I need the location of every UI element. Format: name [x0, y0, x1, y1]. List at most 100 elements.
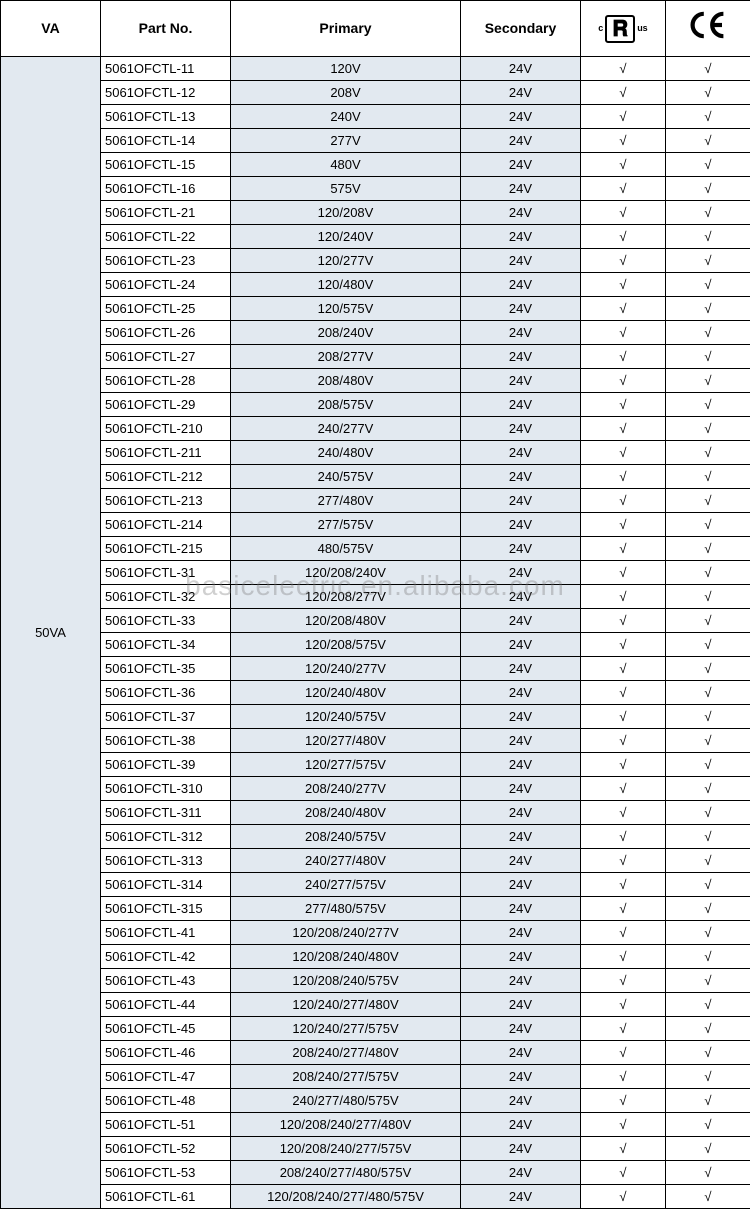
table-row: 5061OFCTL-39120/277/575V24V√√	[1, 753, 750, 777]
part-cell: 5061OFCTL-42	[101, 945, 231, 969]
primary-cell: 208/480V	[231, 369, 461, 393]
ce-check-cell: √	[666, 321, 750, 345]
part-cell: 5061OFCTL-214	[101, 513, 231, 537]
ul-check-cell: √	[581, 873, 666, 897]
ul-check-cell: √	[581, 417, 666, 441]
primary-cell: 120/208/240V	[231, 561, 461, 585]
primary-cell: 120/208/240/277/480V	[231, 1113, 461, 1137]
table-row: 5061OFCTL-211240/480V24V√√	[1, 441, 750, 465]
secondary-cell: 24V	[461, 1161, 581, 1185]
ul-check-cell: √	[581, 897, 666, 921]
ce-check-cell: √	[666, 1041, 750, 1065]
part-cell: 5061OFCTL-14	[101, 129, 231, 153]
table-row: 5061OFCTL-22120/240V24V√√	[1, 225, 750, 249]
ul-check-cell: √	[581, 753, 666, 777]
primary-cell: 120V	[231, 57, 461, 81]
secondary-cell: 24V	[461, 945, 581, 969]
secondary-cell: 24V	[461, 81, 581, 105]
secondary-cell: 24V	[461, 249, 581, 273]
table-row: 5061OFCTL-313240/277/480V24V√√	[1, 849, 750, 873]
ul-check-cell: √	[581, 825, 666, 849]
table-row: 5061OFCTL-47208/240/277/575V24V√√	[1, 1065, 750, 1089]
ce-check-cell: √	[666, 777, 750, 801]
header-secondary: Secondary	[461, 1, 581, 57]
primary-cell: 480V	[231, 153, 461, 177]
ce-check-cell: √	[666, 153, 750, 177]
ce-check-cell: √	[666, 417, 750, 441]
ce-check-cell: √	[666, 825, 750, 849]
secondary-cell: 24V	[461, 57, 581, 81]
ce-check-cell: √	[666, 897, 750, 921]
primary-cell: 240/575V	[231, 465, 461, 489]
secondary-cell: 24V	[461, 849, 581, 873]
primary-cell: 120/208/240/277/480/575V	[231, 1185, 461, 1209]
ce-check-cell: √	[666, 609, 750, 633]
secondary-cell: 24V	[461, 969, 581, 993]
secondary-cell: 24V	[461, 129, 581, 153]
secondary-cell: 24V	[461, 825, 581, 849]
ce-check-cell: √	[666, 657, 750, 681]
ce-check-cell: √	[666, 921, 750, 945]
ul-check-cell: √	[581, 537, 666, 561]
ul-check-cell: √	[581, 705, 666, 729]
primary-cell: 120/575V	[231, 297, 461, 321]
ul-check-cell: √	[581, 1017, 666, 1041]
part-cell: 5061OFCTL-315	[101, 897, 231, 921]
secondary-cell: 24V	[461, 201, 581, 225]
primary-cell: 277V	[231, 129, 461, 153]
table-row: 5061OFCTL-16575V24V√√	[1, 177, 750, 201]
primary-cell: 120/208/277V	[231, 585, 461, 609]
ce-check-cell: √	[666, 1065, 750, 1089]
part-cell: 5061OFCTL-212	[101, 465, 231, 489]
table-row: 5061OFCTL-33120/208/480V24V√√	[1, 609, 750, 633]
primary-cell: 120/240/277/575V	[231, 1017, 461, 1041]
ce-check-cell: √	[666, 561, 750, 585]
ul-check-cell: √	[581, 801, 666, 825]
primary-cell: 240/277/575V	[231, 873, 461, 897]
ce-check-cell: √	[666, 177, 750, 201]
table-body: 50VA5061OFCTL-11120V24V√√5061OFCTL-12208…	[1, 57, 750, 1209]
secondary-cell: 24V	[461, 417, 581, 441]
ul-check-cell: √	[581, 441, 666, 465]
primary-cell: 277/575V	[231, 513, 461, 537]
ul-check-cell: √	[581, 321, 666, 345]
secondary-cell: 24V	[461, 753, 581, 777]
secondary-cell: 24V	[461, 393, 581, 417]
primary-cell: 208V	[231, 81, 461, 105]
table-row: 5061OFCTL-38120/277/480V24V√√	[1, 729, 750, 753]
ul-check-cell: √	[581, 105, 666, 129]
secondary-cell: 24V	[461, 801, 581, 825]
part-cell: 5061OFCTL-53	[101, 1161, 231, 1185]
secondary-cell: 24V	[461, 729, 581, 753]
table-row: 5061OFCTL-312208/240/575V24V√√	[1, 825, 750, 849]
part-cell: 5061OFCTL-213	[101, 489, 231, 513]
ce-check-cell: √	[666, 633, 750, 657]
part-cell: 5061OFCTL-27	[101, 345, 231, 369]
table-row: 5061OFCTL-29208/575V24V√√	[1, 393, 750, 417]
part-cell: 5061OFCTL-61	[101, 1185, 231, 1209]
ul-check-cell: √	[581, 729, 666, 753]
secondary-cell: 24V	[461, 633, 581, 657]
primary-cell: 120/480V	[231, 273, 461, 297]
table-row: 5061OFCTL-213277/480V24V√√	[1, 489, 750, 513]
ce-check-cell: √	[666, 705, 750, 729]
ce-check-cell: √	[666, 225, 750, 249]
ul-check-cell: √	[581, 1065, 666, 1089]
ce-check-cell: √	[666, 273, 750, 297]
ul-check-cell: √	[581, 129, 666, 153]
secondary-cell: 24V	[461, 441, 581, 465]
ul-check-cell: √	[581, 201, 666, 225]
part-cell: 5061OFCTL-32	[101, 585, 231, 609]
table-row: 5061OFCTL-23120/277V24V√√	[1, 249, 750, 273]
part-cell: 5061OFCTL-43	[101, 969, 231, 993]
ul-check-cell: √	[581, 273, 666, 297]
ul-check-cell: √	[581, 393, 666, 417]
part-cell: 5061OFCTL-21	[101, 201, 231, 225]
header-va: VA	[1, 1, 101, 57]
primary-cell: 240/277V	[231, 417, 461, 441]
table-row: 5061OFCTL-32120/208/277V24V√√	[1, 585, 750, 609]
part-cell: 5061OFCTL-47	[101, 1065, 231, 1089]
part-cell: 5061OFCTL-31	[101, 561, 231, 585]
part-cell: 5061OFCTL-44	[101, 993, 231, 1017]
ce-check-cell: √	[666, 105, 750, 129]
